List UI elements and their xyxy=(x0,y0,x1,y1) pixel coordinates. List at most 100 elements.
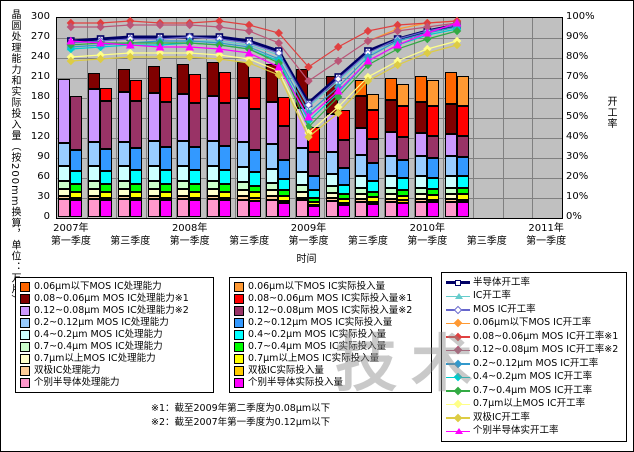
capacity-bar-segment xyxy=(206,195,219,199)
line-marker xyxy=(185,52,194,62)
actual-bar-segment xyxy=(397,106,410,137)
actual-bar-segment xyxy=(70,197,83,201)
right-axis-tick-label: 70% xyxy=(566,71,589,82)
line-marker xyxy=(393,40,402,49)
left-axis-tick-label: 180 xyxy=(30,91,50,102)
actual-bar-segment xyxy=(337,203,350,205)
left-axis-tick-label: 120 xyxy=(30,131,50,142)
line-series xyxy=(70,44,458,138)
legend-capacity-item: 0.08~0.06μm MOS IC处理能力※1 xyxy=(20,293,209,305)
line-marker xyxy=(155,20,165,30)
right-axis-tick-label: 20% xyxy=(566,171,589,182)
capacity-bar-segment xyxy=(236,167,249,182)
capacity-bar-segment xyxy=(266,144,279,169)
actual-bar-segment xyxy=(129,147,142,171)
line-marker xyxy=(126,52,135,62)
legend-actual-item: 0.4~0.2μm MOS IC实际投入量 xyxy=(234,329,427,341)
line-marker xyxy=(155,52,165,62)
legend-line-glyph xyxy=(446,426,470,436)
capacity-bar-segment xyxy=(325,201,338,217)
line-marker xyxy=(363,76,373,86)
actual-bar-segment xyxy=(159,184,172,192)
legend-capacity-item: 0.12~0.08μm MOS IC处理能力※2 xyxy=(20,305,209,317)
legend-lines-item: 0.7~0.4μm MOS IC开工率 xyxy=(446,384,622,398)
actual-bar-segment xyxy=(218,71,231,103)
actual-bar-segment xyxy=(278,196,291,201)
capacity-bar-segment xyxy=(206,166,219,181)
line-marker xyxy=(304,100,313,110)
actual-bar-segment xyxy=(70,149,83,171)
actual-bar-segment xyxy=(248,201,261,217)
actual-bar-segment xyxy=(397,84,410,107)
actual-bar-segment xyxy=(456,176,469,189)
capacity-bar-segment xyxy=(147,195,160,199)
actual-bar-segment xyxy=(308,175,320,190)
x-axis-tick-label: 第三季度 xyxy=(229,236,270,247)
capacity-bar-segment xyxy=(266,169,279,183)
legend-label: 半导体开工率 xyxy=(473,276,531,288)
capacity-bar-segment xyxy=(236,97,249,142)
capacity-bar-segment xyxy=(444,201,457,217)
x-axis-tick-label: 2008年 第一季度 xyxy=(169,223,210,247)
line-marker xyxy=(363,56,373,65)
legend-actual-item: 0.12~0.08μm MOS IC实际投入量※2 xyxy=(234,305,427,317)
line-series xyxy=(70,20,458,68)
line-marker xyxy=(422,28,432,37)
capacity-bar-segment xyxy=(444,199,457,202)
actual-bar-segment xyxy=(278,203,291,217)
actual-bar-segment xyxy=(159,77,172,102)
actual-bar-segment xyxy=(189,103,202,147)
actual-bar-segment xyxy=(426,189,439,195)
capacity-bar-segment xyxy=(88,189,101,196)
line-series xyxy=(70,24,458,106)
actual-bar-segment xyxy=(248,77,261,109)
v-gridline xyxy=(235,18,237,218)
actual-bar-segment xyxy=(456,194,469,200)
capacity-bar-segment xyxy=(147,166,160,181)
line-marker xyxy=(244,58,254,68)
legend-capacity-item: 0.06μm以下MOS IC处理能力 xyxy=(20,281,209,293)
line-marker xyxy=(452,18,462,27)
actual-bar-segment xyxy=(367,203,380,217)
capacity-bar-segment xyxy=(177,199,190,217)
capacity-bar-segment xyxy=(296,148,308,172)
legend-lines-item: 0.7μm以上MOS IC开工率 xyxy=(446,398,622,412)
legend-label: 0.12~0.08μm MOS IC开工率※2 xyxy=(473,344,619,356)
legend-swatch xyxy=(20,366,30,376)
actual-bar-segment xyxy=(337,205,350,217)
v-gridline xyxy=(354,18,356,218)
capacity-bar-segment xyxy=(236,141,249,167)
line-marker xyxy=(393,26,402,36)
actual-bar-segment xyxy=(159,101,172,147)
legend-label: 0.7μm以上MOS IC处理能力 xyxy=(34,353,156,364)
capacity-bar-segment xyxy=(414,199,427,202)
capacity-bar-segment xyxy=(325,151,338,174)
capacity-bar-segment xyxy=(177,94,190,141)
left-axis-tick-label: 0 xyxy=(43,211,50,222)
line-marker xyxy=(274,62,284,71)
capacity-bar-segment xyxy=(117,141,130,167)
actual-bar-segment xyxy=(248,172,261,186)
capacity-bar-segment xyxy=(296,171,308,185)
actual-bar-segment xyxy=(189,184,202,192)
left-axis-tick-label: 30 xyxy=(37,191,50,202)
capacity-bar-segment xyxy=(177,141,190,167)
legend-lines-item: IC开工率 xyxy=(446,290,622,304)
capacity-bar-segment xyxy=(88,166,101,181)
legend-label: 双极IC实际投入量 xyxy=(248,365,324,376)
actual-bar-segment xyxy=(367,181,380,192)
actual-bar-segment xyxy=(367,109,380,139)
v-gridline xyxy=(383,18,385,218)
legend-line-glyph xyxy=(446,399,470,409)
legend-label: 0.2~0.12μm MOS IC实际投入量 xyxy=(248,317,393,328)
line-marker xyxy=(96,22,105,32)
legend-swatch xyxy=(20,318,30,328)
actual-bar-segment xyxy=(397,189,410,196)
capacity-bar-segment xyxy=(325,186,338,193)
legend-label: 0.06μm以下MOS IC开工率 xyxy=(473,317,592,329)
capacity-bar-segment xyxy=(414,133,427,156)
line-marker xyxy=(215,54,224,64)
left-axis-tick-label: 150 xyxy=(30,111,50,122)
v-gridline xyxy=(205,18,207,218)
right-axis-tick-label: 90% xyxy=(566,31,589,42)
